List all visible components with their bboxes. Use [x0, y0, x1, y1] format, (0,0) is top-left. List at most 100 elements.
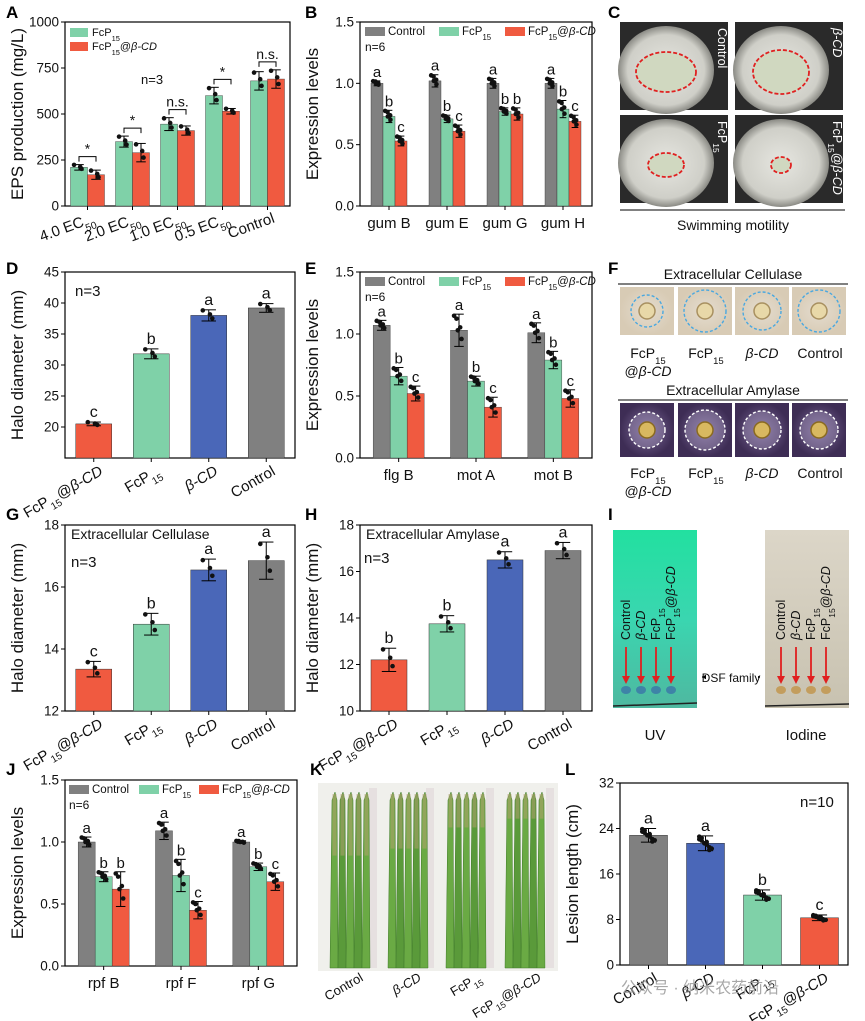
- significance-letter: b: [559, 84, 567, 101]
- significance-mark: n.s.: [166, 94, 189, 110]
- x-tick-label: mot A: [457, 467, 495, 484]
- y-tick-label: 0.0: [335, 451, 354, 466]
- data-point: [390, 663, 395, 669]
- dish-label-1: β-CD: [830, 27, 844, 57]
- lane-label-0: Control: [619, 600, 633, 640]
- data-point: [559, 100, 564, 106]
- bar-2: [743, 894, 782, 966]
- annotation-n: n=6: [365, 290, 386, 304]
- significance-letter: a: [501, 534, 510, 551]
- panel-letter-E: E: [305, 259, 316, 278]
- significance-letter: a: [377, 303, 386, 320]
- data-point: [496, 550, 502, 555]
- data-point: [454, 316, 459, 321]
- data-point: [85, 659, 91, 665]
- panel-letter-C: C: [608, 3, 620, 22]
- data-point: [237, 839, 243, 845]
- significance-letter: c: [397, 119, 405, 136]
- data-point: [206, 85, 212, 91]
- data-point: [271, 879, 277, 884]
- data-point: [488, 397, 493, 403]
- data-point: [231, 110, 236, 116]
- data-point: [124, 142, 129, 147]
- bar-rpfG-1: [249, 866, 268, 967]
- tlc-spot: [621, 686, 631, 694]
- data-point: [380, 647, 386, 652]
- data-point: [761, 893, 766, 899]
- data-point: [373, 81, 379, 86]
- y-tick-label: 30: [44, 358, 59, 373]
- x-tick-label: FcP15@β-CD: [316, 716, 404, 779]
- bar-1: [133, 353, 170, 459]
- significance-letter: b: [147, 331, 156, 348]
- data-point: [257, 541, 263, 547]
- lesion: [340, 794, 345, 856]
- bar-gumH-0: [544, 83, 558, 207]
- plate-label: @β-CD: [624, 483, 671, 499]
- motility-zone: [752, 49, 810, 95]
- y-tick-label: 18: [339, 518, 354, 533]
- x-tick-label: β-CD: [181, 463, 221, 496]
- data-point: [152, 627, 158, 633]
- y-tick-label: 1000: [29, 15, 59, 30]
- bar-4.0EC50-0: [70, 167, 88, 207]
- x-tick-label: flg B: [384, 467, 414, 484]
- colony: [753, 421, 771, 439]
- plate-label: Control: [797, 465, 842, 481]
- tlc-spot: [651, 686, 661, 694]
- significance-letter: a: [701, 818, 710, 835]
- legend-swatch: [199, 785, 219, 794]
- data-point: [98, 870, 104, 876]
- lesion: [356, 794, 361, 856]
- y-tick-label: 1.5: [40, 773, 59, 788]
- significance-mark: *: [85, 141, 91, 157]
- bar-2.0EC50-0: [115, 141, 133, 207]
- bar-rpfB-0: [77, 841, 96, 967]
- lane-label-1: β-CD: [789, 611, 803, 641]
- y-axis-label: Halo diameter (mm): [8, 543, 27, 693]
- significance-letter: a: [532, 306, 541, 323]
- significance-letter: b: [177, 842, 185, 859]
- data-point: [549, 357, 555, 363]
- data-point: [650, 839, 655, 844]
- data-point: [259, 83, 264, 89]
- data-point: [565, 389, 571, 395]
- chart-H: 10 12 14 16 18 Halo diameter (mm) b FcP15@β-CD b…: [303, 518, 593, 779]
- y-tick-label: 0.5: [40, 897, 59, 912]
- y-tick-label: 0.5: [335, 389, 354, 404]
- y-tick-label: 14: [44, 642, 60, 657]
- data-point: [257, 76, 263, 82]
- data-point: [501, 109, 507, 114]
- y-tick-label: 750: [36, 61, 59, 76]
- data-point: [516, 115, 521, 120]
- significance-letter: c: [816, 897, 824, 914]
- legend-label: FcP15: [462, 26, 492, 42]
- significance-letter: c: [90, 404, 98, 421]
- annotation-n: n=3: [141, 72, 163, 87]
- legend-label: FcP15: [162, 784, 192, 800]
- y-tick-label: 16: [44, 580, 59, 595]
- legend-swatch: [70, 42, 88, 51]
- data-point: [176, 861, 181, 867]
- significance-letter: b: [254, 846, 262, 863]
- y-axis-label: EPS production (mg/L): [8, 28, 27, 200]
- legend-swatch: [439, 27, 459, 36]
- legend-swatch: [439, 277, 459, 286]
- legend-label: Control: [388, 26, 425, 38]
- data-point: [85, 419, 91, 425]
- x-tick-label: FcP15: [122, 716, 166, 754]
- colony: [810, 421, 828, 439]
- lesion: [472, 794, 477, 828]
- data-point: [707, 847, 712, 853]
- significance-letter: b: [501, 91, 509, 108]
- x-tick-label: FcP15@β-CD: [21, 463, 109, 526]
- data-point: [210, 573, 215, 579]
- motility-zone: [647, 152, 685, 178]
- significance-letter: b: [116, 855, 124, 872]
- lane-arrowhead: [777, 676, 785, 684]
- data-point: [274, 75, 280, 80]
- data-point: [83, 839, 88, 845]
- significance-letter: b: [385, 630, 394, 647]
